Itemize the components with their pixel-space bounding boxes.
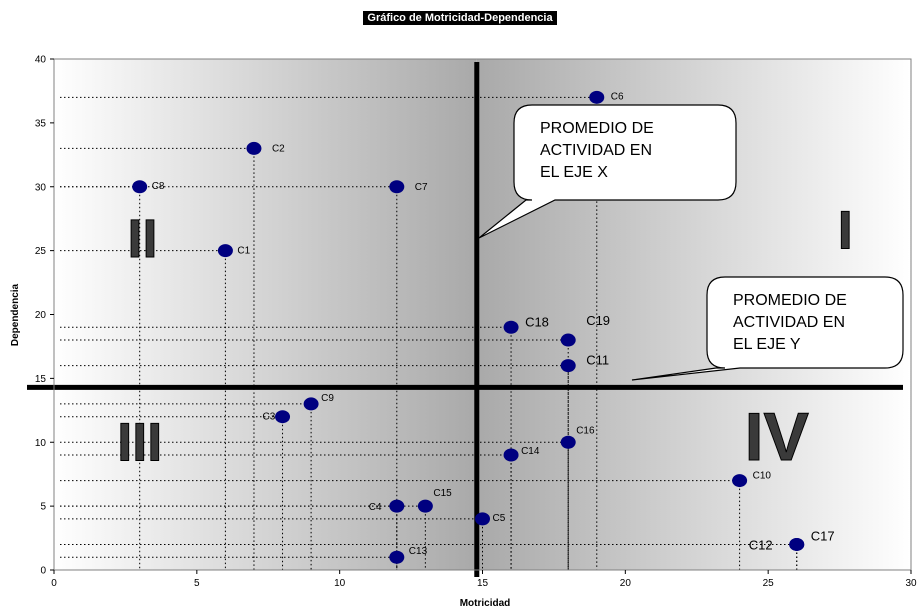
- point-label-C6: C6: [611, 91, 624, 102]
- point-C8: [132, 180, 148, 194]
- callout-y-text: PROMEDIO DE ACTIVIDAD EN EL EJE Y: [733, 292, 847, 353]
- point-label-C4: C4: [369, 502, 382, 513]
- point-C5: [475, 512, 490, 526]
- point-C4: [389, 499, 405, 513]
- quadrant-label-top-left: II: [128, 209, 158, 269]
- y-tick-label: 0: [40, 566, 46, 577]
- quadrant-label-top-right: I: [838, 200, 853, 260]
- point-C2: [246, 141, 262, 155]
- y-tick-label: 40: [35, 55, 47, 66]
- point-label-C18: C18: [525, 314, 549, 329]
- callout-x-bubble: [478, 104, 737, 239]
- x-tick-label: 20: [620, 578, 632, 589]
- x-tick-label: 30: [905, 578, 917, 589]
- x-tick-label: 15: [477, 578, 489, 589]
- point-C18: [503, 320, 519, 334]
- point-label-C3: C3: [263, 412, 276, 423]
- point-label-C10: C10: [753, 471, 772, 482]
- point-label-C5: C5: [493, 513, 506, 524]
- point-label-C19: C19: [586, 313, 610, 328]
- y-tick-label: 5: [40, 502, 46, 513]
- x-axis-label: Motricidad: [460, 598, 511, 609]
- point-C19: [560, 333, 576, 347]
- point-C13: [389, 550, 405, 564]
- axes: 0 5 10 15 20 25 30 0 5 10 15 20 25 30 35 40: [35, 55, 917, 590]
- average-lines: [27, 62, 903, 577]
- point-label-C16: C16: [576, 425, 595, 436]
- chart-title: Gráfico de Motricidad-Dependencia: [363, 11, 557, 25]
- point-label-C12: C12: [749, 537, 773, 552]
- point-C7: [389, 180, 405, 194]
- x-tick-label: 0: [51, 578, 57, 589]
- plot-bg-left: [54, 59, 477, 570]
- y-tick-label: 20: [35, 310, 47, 321]
- point-label-C9: C9: [321, 393, 334, 404]
- point-label-C7: C7: [415, 182, 428, 193]
- point-C11: [560, 359, 576, 373]
- point-label-C13: C13: [409, 546, 428, 557]
- point-label-C1: C1: [237, 246, 250, 257]
- x-tick-label: 10: [334, 578, 346, 589]
- point-label-C2: C2: [272, 143, 285, 154]
- y-tick-label: 25: [35, 246, 47, 257]
- y-tick-label: 15: [35, 374, 47, 385]
- point-C15: [417, 499, 433, 513]
- point-C16: [560, 435, 576, 449]
- point-label-C8: C8: [152, 181, 165, 192]
- x-tick-label: 5: [194, 578, 200, 589]
- quadrant-label-bottom-left: III: [117, 412, 162, 472]
- point-C3: [275, 410, 291, 424]
- y-tick-label: 35: [35, 118, 47, 129]
- point-C10: [732, 474, 748, 488]
- point-label-C11: C11: [586, 353, 609, 368]
- x-tick-label: 25: [763, 578, 775, 589]
- point-label-C14: C14: [521, 446, 540, 457]
- point-label-C17: C17: [811, 528, 835, 543]
- callout-y-bubble: [631, 276, 904, 381]
- callouts: PROMEDIO DE ACTIVIDAD EN EL EJE X PROMEDIO …: [478, 104, 904, 381]
- y-axis-label: Dependencia: [10, 283, 21, 346]
- callout-x-text: PROMEDIO DE ACTIVIDAD EN EL EJE X: [540, 120, 654, 181]
- point-label-C15: C15: [433, 488, 452, 499]
- point-C1: [217, 244, 233, 258]
- y-tick-label: 10: [35, 438, 47, 449]
- point-C9: [303, 397, 319, 411]
- point-C6: [589, 90, 605, 104]
- point-C14: [503, 448, 519, 462]
- point-C17: [789, 537, 805, 551]
- chart-title-box: Gráfico de Motricidad-Dependencia: [0, 8, 920, 26]
- data-points: C1 C2 C3 C4 C5 C6 C7 C8 C9 C10 C11 C12 C13 C14 C15 C16 C…: [132, 90, 835, 564]
- quadrant-label-bottom-right: IV: [745, 399, 809, 475]
- y-tick-label: 30: [35, 182, 47, 193]
